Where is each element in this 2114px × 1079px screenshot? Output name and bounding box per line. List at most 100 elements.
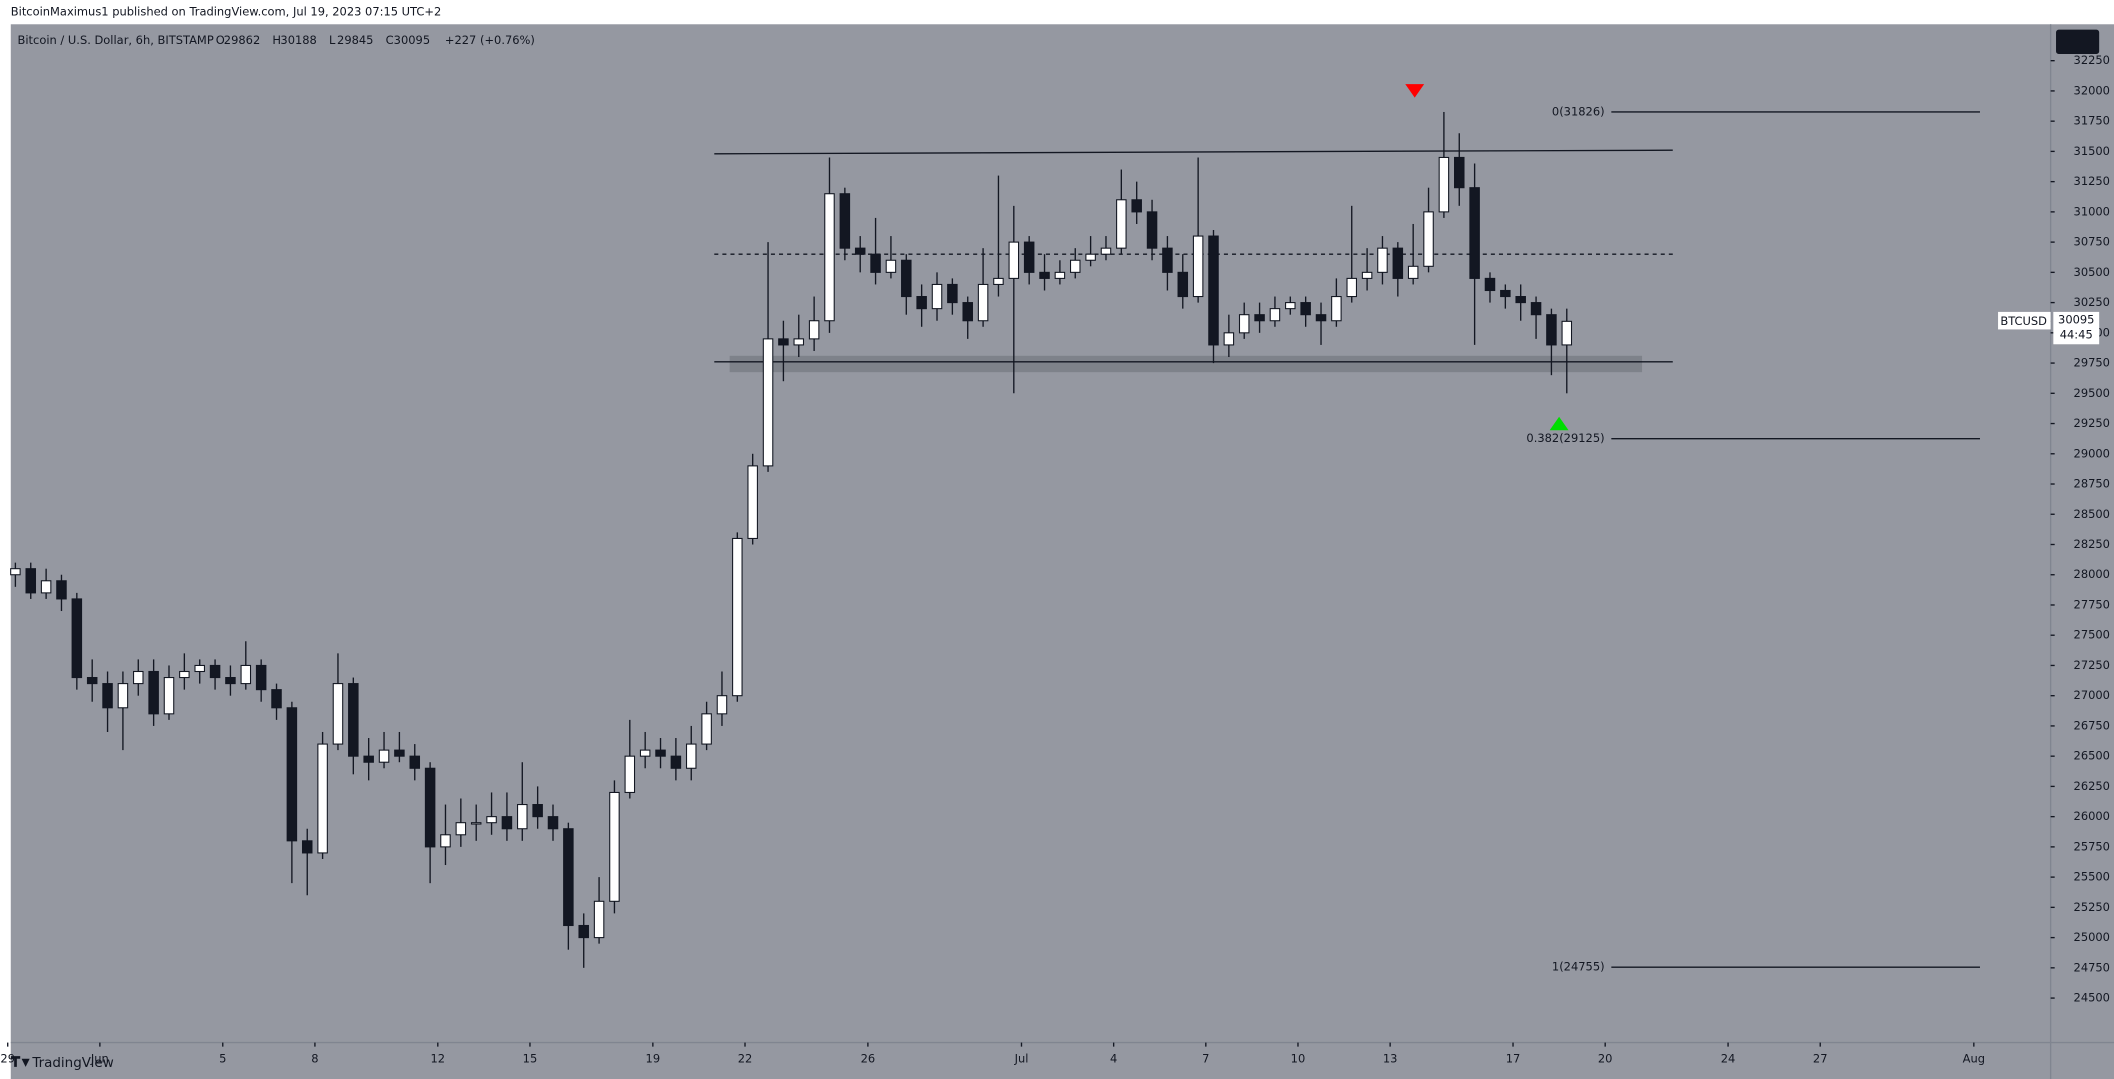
candle-body: [209, 664, 221, 679]
candle-body: [655, 749, 666, 757]
y-tick-label: 28250: [2074, 537, 2110, 551]
candle-body: [563, 828, 574, 927]
y-tick-label: 31500: [2074, 144, 2110, 158]
x-tick-label: 26: [861, 1051, 876, 1065]
ohlc-key: C: [386, 33, 394, 47]
x-tick-label: 13: [1383, 1051, 1398, 1065]
y-tick-label: 29250: [2074, 416, 2110, 430]
candle-body: [1423, 211, 1434, 267]
candle-body: [624, 755, 636, 793]
candle-body: [1469, 187, 1480, 279]
candle-body: [1454, 156, 1465, 189]
candle-body: [1146, 211, 1158, 249]
symbol-tag: [1998, 311, 2051, 330]
candle-body: [501, 816, 513, 830]
candle-body: [547, 816, 559, 830]
x-tick-label: 17: [1506, 1051, 1521, 1065]
candle-body: [225, 677, 236, 685]
candle-body: [901, 259, 912, 298]
candle-body: [993, 277, 1004, 285]
y-tick-label: 28000: [2074, 567, 2110, 581]
candle-body: [378, 749, 390, 763]
candle-body: [870, 253, 881, 273]
ohlc-value: 29845: [337, 33, 373, 47]
x-tick-label: 22: [738, 1051, 753, 1065]
candle-body: [286, 707, 298, 842]
candle-body: [1530, 302, 1542, 316]
candle-body: [1023, 241, 1035, 273]
marker: [1405, 84, 1425, 98]
footer: TradingView: [31, 1055, 113, 1071]
candle-body: [1546, 314, 1557, 346]
candle-body: [732, 537, 743, 697]
candle-body: [578, 924, 589, 939]
candle-body: [1116, 199, 1127, 249]
y-tick-label: 29000: [2074, 446, 2110, 460]
ohlc-value: 29862: [224, 33, 260, 47]
candle-body: [1561, 320, 1573, 346]
time-axis: [10, 1042, 2114, 1079]
x-tick-label: 19: [646, 1051, 661, 1065]
candle-body: [332, 683, 344, 745]
candle-body: [1054, 271, 1066, 279]
y-tick-label: 24750: [2074, 960, 2110, 974]
candle-body: [532, 804, 543, 818]
candle-body: [1484, 277, 1496, 292]
y-tick-label: 25750: [2074, 839, 2110, 853]
candle-body: [1162, 247, 1173, 273]
candle-body: [470, 822, 482, 825]
candle-body: [1438, 156, 1450, 213]
candle-body: [824, 193, 835, 322]
ohlc-value: 30188: [280, 33, 316, 47]
candle-body: [409, 755, 421, 769]
ohlc-value: 30095: [394, 33, 430, 47]
y-tick-label: 25250: [2074, 900, 2110, 914]
y-tick-label: 29750: [2074, 356, 2110, 370]
x-tick-label: 5: [219, 1051, 226, 1065]
candle-body: [1223, 332, 1235, 346]
candle-body: [424, 767, 436, 848]
price-tag-countdown: 44:45: [2060, 327, 2093, 341]
candle-body: [1254, 314, 1265, 322]
candle-body: [317, 743, 328, 854]
x-tick-label: 15: [523, 1051, 538, 1065]
candle-body: [793, 338, 805, 346]
candle-body: [1300, 302, 1311, 316]
x-tick-label: Aug: [1963, 1051, 1985, 1065]
x-tick-label: 7: [1202, 1051, 1209, 1065]
x-tick-label: 24: [1721, 1051, 1736, 1065]
y-tick-label: 29500: [2074, 386, 2110, 400]
ohlc-key: H: [272, 33, 281, 47]
x-tick-label: 8: [311, 1051, 318, 1065]
candle-body: [670, 755, 682, 769]
price-tag-value: 30095: [2058, 312, 2094, 326]
candle-body: [1331, 296, 1342, 322]
candle-body: [102, 683, 113, 709]
candle-body: [854, 247, 866, 255]
y-tick-label: 24500: [2074, 991, 2110, 1005]
candle-body: [10, 568, 21, 576]
candle-body: [639, 749, 651, 757]
candle-body: [1039, 271, 1050, 279]
candle-body: [255, 664, 267, 691]
candle-body: [486, 816, 497, 824]
candle-body: [1315, 314, 1327, 322]
candle-body: [117, 683, 129, 709]
change: +227 (+0.76%): [445, 33, 535, 47]
y-tick-label: 32000: [2074, 83, 2110, 97]
y-tick-label: 25500: [2074, 870, 2110, 884]
plot: 0(31826) 0.382(29125) 1(24755): [10, 84, 1980, 974]
y-tick-label: 26000: [2074, 809, 2110, 823]
x-tick-label: 10: [1291, 1051, 1306, 1065]
marker: [1549, 416, 1569, 431]
candle-body: [1008, 241, 1020, 279]
plot-area: [10, 24, 2114, 1043]
y-tick-label: 32250: [2074, 53, 2110, 67]
candle-body: [163, 677, 175, 715]
candle-body: [1177, 271, 1189, 298]
candle-body: [1285, 302, 1296, 310]
ohlc-legend: O 29862 H 30188 L 29845 C 30095: [216, 33, 430, 47]
axis-button[interactable]: [2056, 29, 2100, 54]
candle-body: [778, 338, 789, 346]
candle-body: [1208, 235, 1219, 346]
